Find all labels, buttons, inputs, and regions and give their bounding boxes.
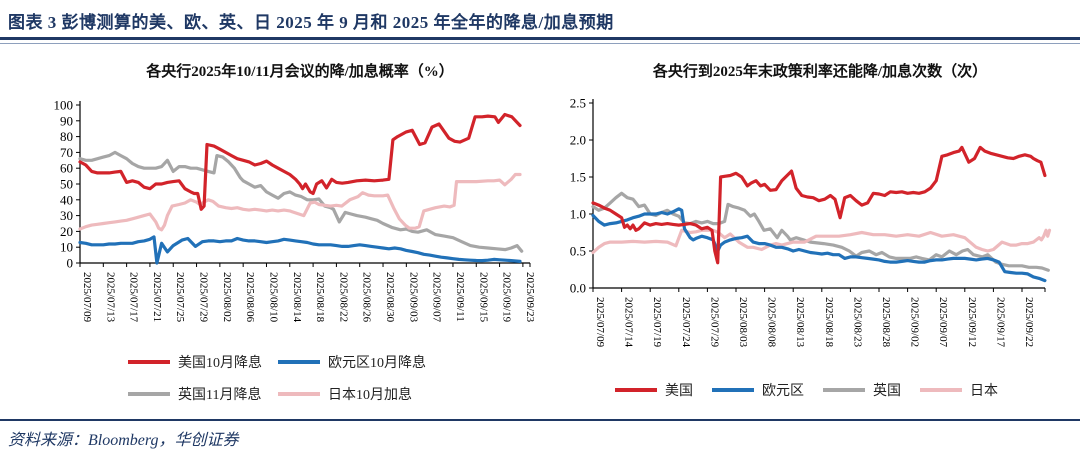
footer-rule <box>0 419 1080 421</box>
x-tick-label: 2025/09/02 <box>909 297 921 347</box>
series-line-gray <box>78 150 524 253</box>
x-tick-label: 2025/07/29 <box>198 272 210 323</box>
legend-item-us: 美国 <box>615 380 693 400</box>
series-line-red <box>591 145 1047 265</box>
x-tick-label: 2025/08/10 <box>267 272 279 323</box>
x-tick-label: 2025/08/23 <box>851 297 863 348</box>
series-line-blue <box>78 235 522 265</box>
y-tick-label: 70 <box>60 145 73 160</box>
legend-label: 英国 <box>873 384 901 399</box>
x-tick-label: 2025/08/14 <box>291 272 303 323</box>
header-rule-thin <box>0 43 1080 44</box>
line-swatch-red <box>128 360 170 364</box>
x-tick-label: 2025/07/19 <box>651 297 663 348</box>
legend-item-japan: 日本10月加息 <box>278 384 448 404</box>
legend-item-uk: 英国11月降息 <box>128 384 278 404</box>
legend-item-eurozone: 欧元区 <box>712 380 804 400</box>
x-tick-label: 2025/09/15 <box>477 272 489 323</box>
line-swatch-gray <box>128 392 170 396</box>
line-swatch-gray <box>823 388 865 392</box>
x-tick-label: 2025/08/18 <box>314 272 326 323</box>
header-rule-thick <box>0 37 1080 40</box>
line-swatch-pink <box>278 392 320 396</box>
y-tick-label: 10 <box>60 240 73 255</box>
legend-item-us: 美国10月降息 <box>128 352 278 372</box>
x-tick-label: 2025/08/28 <box>880 297 892 348</box>
y-tick-label: 40 <box>60 192 73 207</box>
figure-caption: 图表 3 彭博测算的美、欧、英、日 2025 年 9 月和 2025 年全年的降… <box>8 13 614 32</box>
legend-label: 英国11月降息 <box>178 388 262 403</box>
left-chart-legend: 美国10月降息 欧元区10月降息 英国11月降息 日本10月加息 <box>128 352 448 404</box>
legend-item-japan: 日本 <box>920 380 998 400</box>
x-tick-label: 2025/07/25 <box>174 272 186 323</box>
right-chart-title: 各央行到2025年末政策利率还能降/加息次数（次） <box>652 64 988 80</box>
x-tick-label: 2025/09/11 <box>454 272 466 322</box>
series-line-pink <box>78 172 522 232</box>
x-tick-label: 2025/07/17 <box>128 272 140 323</box>
line-swatch-pink <box>920 388 962 392</box>
x-tick-label: 2025/07/13 <box>104 272 116 323</box>
x-tick-label: 2025/07/29 <box>708 297 720 348</box>
x-tick-label: 2025/08/08 <box>766 297 778 348</box>
y-tick-label: 0.0 <box>570 281 586 296</box>
x-tick-label: 2025/08/30 <box>384 272 396 323</box>
legend-item-uk: 英国 <box>823 380 901 400</box>
line-swatch-red <box>615 388 657 392</box>
legend-item-eurozone: 欧元区10月降息 <box>278 352 448 372</box>
x-tick-label: 2025/08/06 <box>244 272 256 323</box>
x-tick-label: 2025/09/19 <box>501 272 513 323</box>
y-tick-label: 50 <box>60 177 73 192</box>
legend-label: 日本10月加息 <box>328 388 412 403</box>
y-tick-label: 0 <box>67 256 74 271</box>
y-tick-label: 30 <box>60 208 73 223</box>
y-tick-label: 1.5 <box>570 170 586 185</box>
x-tick-label: 2025/08/13 <box>794 297 806 348</box>
x-tick-label: 2025/07/09 <box>594 297 606 348</box>
series-line-blue <box>591 207 1047 283</box>
x-tick-label: 2025/09/23 <box>524 272 536 323</box>
y-tick-label: 2.0 <box>570 133 586 148</box>
x-tick-label: 2025/07/21 <box>151 272 163 322</box>
series-line-red <box>78 112 522 211</box>
x-tick-label: 2025/09/03 <box>407 272 419 323</box>
x-tick-label: 2025/09/22 <box>1023 297 1035 347</box>
y-tick-label: 20 <box>60 224 73 239</box>
legend-label: 美国 <box>665 384 693 399</box>
x-tick-label: 2025/08/22 <box>337 272 349 322</box>
x-tick-label: 2025/09/17 <box>994 297 1006 348</box>
legend-label: 日本 <box>970 384 998 399</box>
line-swatch-blue <box>712 388 754 392</box>
y-tick-label: 2.5 <box>570 96 586 111</box>
y-tick-label: 60 <box>60 161 73 176</box>
series-line-pink <box>591 228 1052 255</box>
x-tick-label: 2025/09/07 <box>431 272 443 323</box>
x-tick-label: 2025/09/12 <box>966 297 978 347</box>
y-tick-label: 0.5 <box>570 244 586 259</box>
y-tick-label: 80 <box>60 129 73 144</box>
line-swatch-blue <box>278 360 320 364</box>
y-tick-label: 1.0 <box>570 207 586 222</box>
y-tick-label: 100 <box>54 98 74 113</box>
legend-label: 美国10月降息 <box>178 356 262 371</box>
x-tick-label: 2025/08/02 <box>221 272 233 322</box>
x-tick-label: 2025/08/03 <box>737 297 749 348</box>
left-chart-title: 各央行2025年10/11月会议的降/加息概率（%） <box>146 64 454 80</box>
source-attribution: 资料来源：Bloomberg，华创证券 <box>8 432 239 449</box>
x-tick-label: 2025/07/14 <box>623 297 635 348</box>
x-tick-label: 2025/09/07 <box>937 297 949 348</box>
y-tick-label: 90 <box>60 113 73 128</box>
x-tick-label: 2025/07/24 <box>680 297 692 348</box>
legend-label: 欧元区 <box>762 384 804 399</box>
x-tick-label: 2025/07/09 <box>81 272 93 323</box>
legend-label: 欧元区10月降息 <box>328 356 426 371</box>
x-tick-label: 2025/08/26 <box>361 272 373 323</box>
right-chart-legend: 美国 欧元区 英国 日本 <box>615 380 998 400</box>
x-tick-label: 2025/08/18 <box>823 297 835 348</box>
